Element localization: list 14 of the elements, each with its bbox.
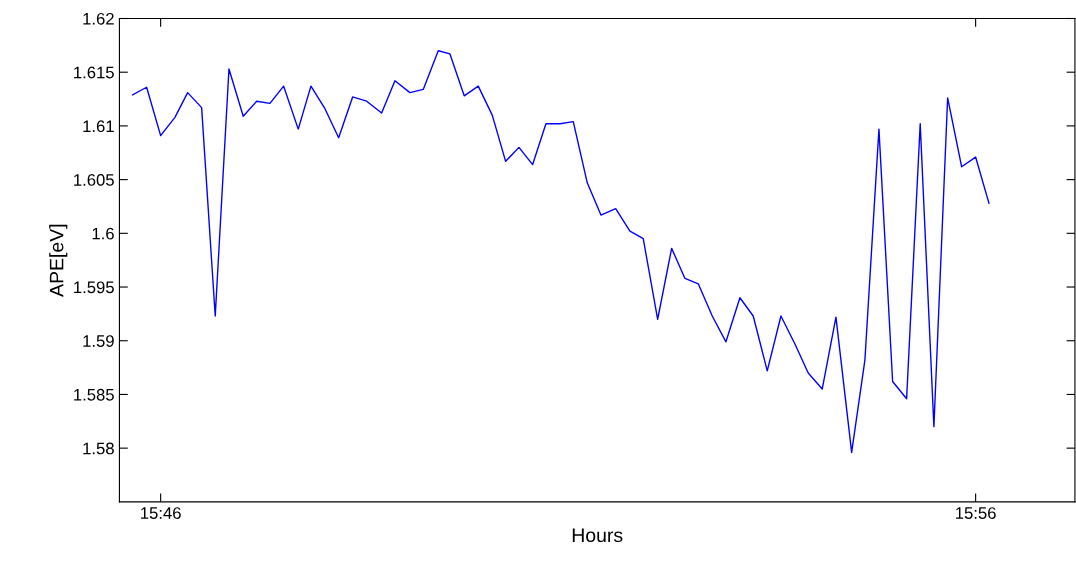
y-tick-label: 1.615 bbox=[74, 66, 114, 79]
line-series bbox=[131, 50, 990, 454]
x-axis-title: Hours bbox=[572, 528, 623, 543]
y-tick-label: 1.61 bbox=[83, 120, 114, 133]
y-tick-label: 1.58 bbox=[83, 442, 114, 455]
y-tick-label: 1.595 bbox=[74, 281, 114, 294]
y-tick-label: 1.62 bbox=[83, 12, 114, 25]
y-tick-label: 1.605 bbox=[74, 174, 114, 186]
x-tick-label: 15:56 bbox=[956, 507, 996, 519]
y-tick-label: 1.59 bbox=[83, 335, 114, 347]
y-tick-label: 1.585 bbox=[74, 388, 114, 401]
y-axis-title: APE[eV] bbox=[49, 224, 68, 297]
y-tick-label: 1.6 bbox=[92, 227, 114, 240]
x-tick-label: 15:46 bbox=[141, 507, 181, 519]
